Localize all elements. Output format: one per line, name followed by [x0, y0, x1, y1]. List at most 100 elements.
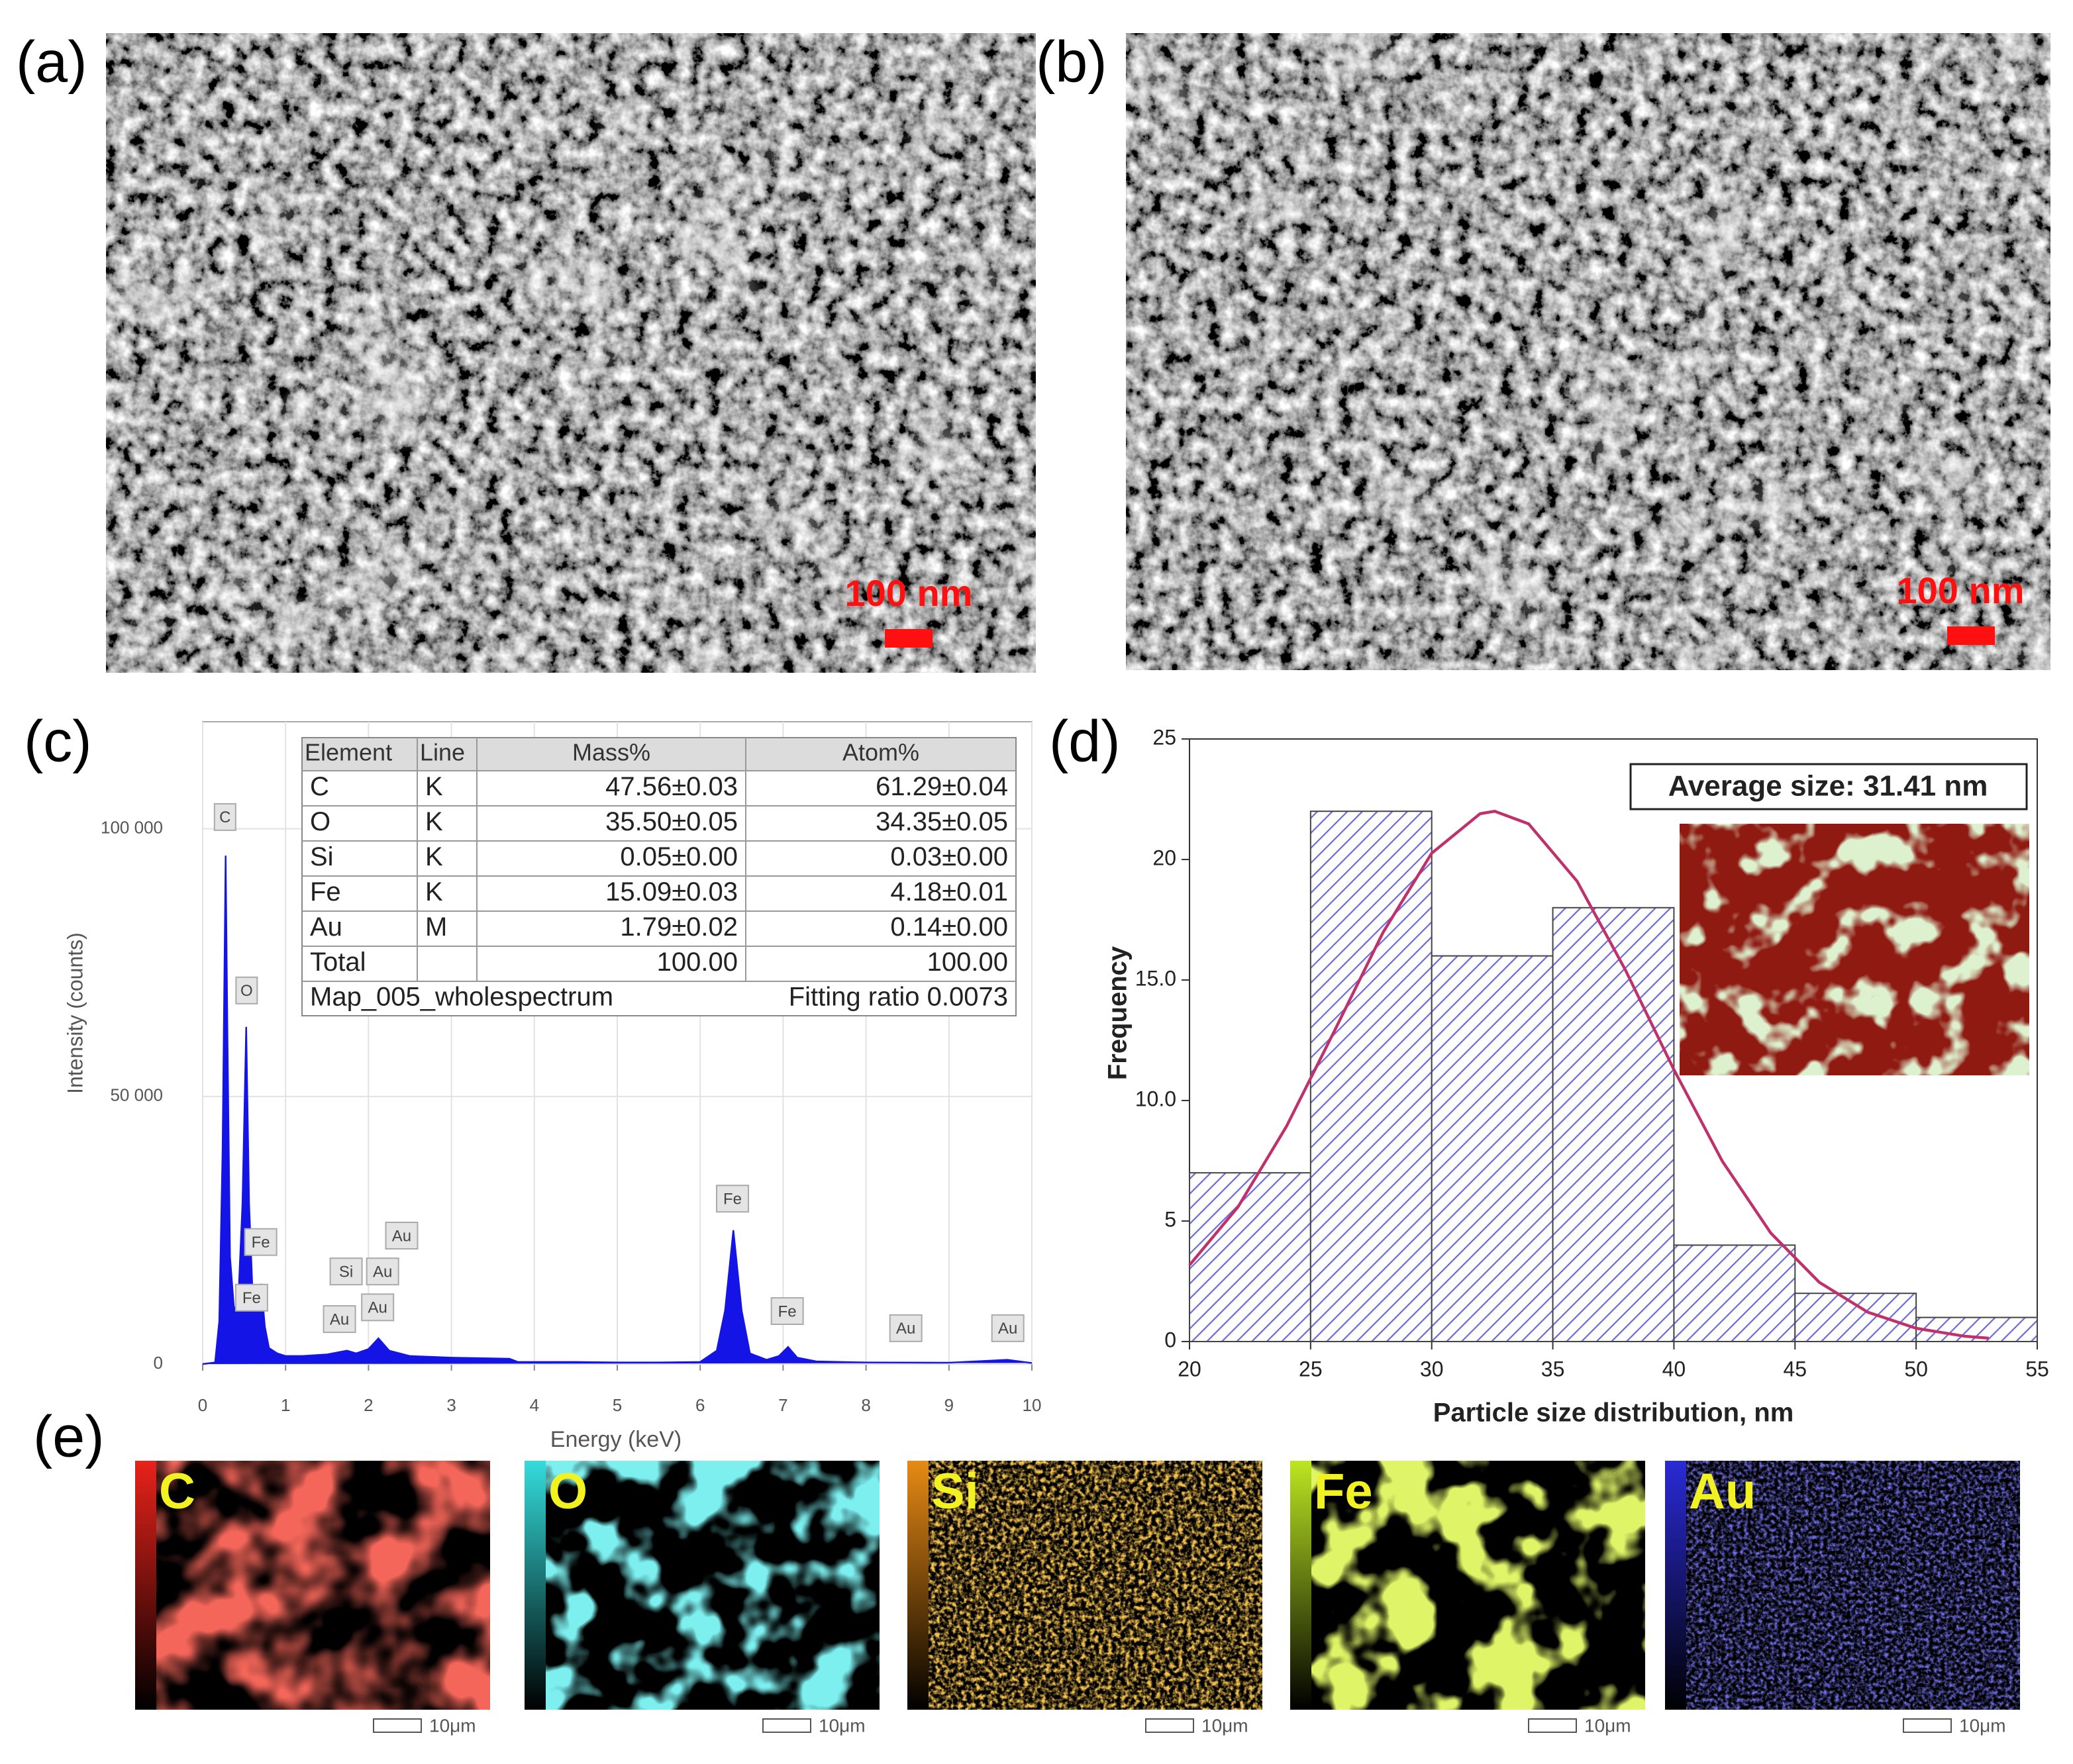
x-tick-label: 55 — [2025, 1357, 2049, 1381]
histogram-bar — [1552, 906, 1675, 1343]
table-cell: 34.35±0.05 — [876, 807, 1008, 836]
peak-label: O — [240, 982, 253, 1000]
table-cell: 15.09±0.03 — [605, 877, 738, 906]
table-cell: Fe — [310, 877, 341, 906]
y-tick-label: 0 — [154, 1353, 163, 1373]
table-cell: 4.18±0.01 — [890, 877, 1008, 906]
y-axis-label: Frequency — [1103, 946, 1133, 1080]
scale-bar-label: 10μm — [429, 1715, 476, 1736]
color-bar — [907, 1461, 929, 1710]
scale-bar-label: 100 nm — [845, 572, 973, 614]
table-cell: 0.03±0.00 — [890, 842, 1008, 871]
scale-bar — [373, 1718, 422, 1733]
peak-label: Si — [339, 1263, 353, 1281]
histogram-bar — [1309, 810, 1433, 1342]
scale-bar-label: 10μm — [819, 1715, 866, 1736]
peak-label-box — [889, 1314, 923, 1342]
x-tick-label: 0 — [198, 1395, 207, 1415]
peak-label-box — [323, 1305, 356, 1334]
scale-bar-label: 100 nm — [1897, 569, 2025, 611]
map-label: Si — [931, 1463, 979, 1520]
peak-label-box — [329, 1257, 363, 1286]
scale-bar — [762, 1718, 811, 1733]
element-map-texture — [546, 1461, 880, 1710]
table-cell: K — [425, 807, 443, 836]
table-cell: 35.50±0.05 — [605, 807, 738, 836]
table-cell: 100.00 — [927, 948, 1008, 977]
table-header: Element — [305, 739, 392, 766]
y-tick-label: 25 — [1152, 725, 1176, 749]
peak-label: C — [219, 808, 230, 826]
x-axis-label: Energy (keV) — [550, 1427, 682, 1452]
fit-curve — [1188, 809, 1990, 1340]
peak-label: Au — [330, 1310, 349, 1328]
map-label: C — [159, 1463, 195, 1520]
panel-label: (c) — [24, 708, 92, 773]
table-header: Line — [420, 739, 465, 766]
scale-bar — [1528, 1718, 1577, 1733]
table-cell: K — [425, 772, 443, 801]
peak-label: Au — [368, 1299, 387, 1317]
peak-label-box — [235, 976, 258, 1004]
color-bar — [1290, 1461, 1311, 1710]
x-tick-label: 30 — [1420, 1357, 1444, 1381]
x-tick-label: 40 — [1662, 1357, 1686, 1381]
peak-label: Fe — [252, 1234, 270, 1251]
peak-label: Fe — [778, 1302, 797, 1320]
table-cell: 0.05±0.00 — [620, 842, 738, 871]
y-tick-label: 20 — [1152, 846, 1176, 869]
table-cell: 0.14±0.00 — [890, 912, 1008, 942]
annotation-box — [1629, 763, 2028, 810]
histogram-bar — [1673, 1244, 1796, 1343]
scale-bar — [1145, 1718, 1194, 1733]
table-cell: M — [425, 912, 447, 942]
table-cell: C — [310, 772, 329, 801]
annotation: Average size: 31.41 nm — [1668, 770, 1988, 803]
map-label: Fe — [1314, 1463, 1373, 1520]
x-tick-label: 8 — [861, 1395, 870, 1415]
x-tick-label: 45 — [1783, 1357, 1807, 1381]
color-bar — [135, 1461, 156, 1710]
x-tick-label: 7 — [778, 1395, 787, 1415]
x-tick-label: 10 — [1023, 1395, 1042, 1415]
x-tick-label: 35 — [1541, 1357, 1565, 1381]
panel-label: (b) — [1036, 28, 1107, 94]
peak-label-box — [770, 1297, 804, 1325]
x-axis-label: Particle size distribution, nm — [1433, 1398, 1794, 1428]
x-tick-label: 4 — [530, 1395, 539, 1415]
x-tick-label: 6 — [695, 1395, 705, 1415]
y-tick-label: 15.0 — [1135, 966, 1176, 990]
scale-bar — [885, 629, 933, 648]
table-header: Atom% — [842, 739, 919, 766]
peak-label-box — [244, 1228, 278, 1256]
table-cell: 1.79±0.02 — [620, 912, 738, 942]
scale-bar — [1947, 626, 1995, 645]
color-bar — [525, 1461, 546, 1710]
color-bar — [1665, 1461, 1686, 1710]
table-header: Mass% — [572, 739, 650, 766]
sem-bright-region — [106, 33, 1036, 673]
x-tick-label: 3 — [446, 1395, 456, 1415]
x-tick-label: 20 — [1178, 1357, 1201, 1381]
x-tick-label: 50 — [1904, 1357, 1928, 1381]
map-label: Au — [1689, 1463, 1756, 1520]
x-tick-label: 25 — [1299, 1357, 1323, 1381]
table-footer: Fitting ratio 0.0073 — [789, 983, 1008, 1012]
x-tick-label: 5 — [613, 1395, 622, 1415]
peak-label-box — [361, 1293, 395, 1322]
element-map-texture — [929, 1461, 1262, 1710]
element-map-texture — [156, 1461, 490, 1710]
y-axis-label: Intensity (counts) — [63, 932, 87, 1094]
peak-label-box — [366, 1257, 399, 1286]
y-tick-label: 0 — [1164, 1328, 1176, 1351]
inset-texture — [1680, 824, 2029, 1075]
table-cell: Total — [310, 948, 366, 977]
x-tick-label: 2 — [364, 1395, 373, 1415]
scale-bar-label: 10μm — [1201, 1715, 1248, 1736]
peak-label: Fe — [242, 1289, 261, 1307]
table-cell: O — [310, 807, 330, 836]
table-cell: Au — [310, 912, 342, 942]
element-map-texture — [1311, 1461, 1645, 1710]
map-label: O — [548, 1463, 587, 1520]
